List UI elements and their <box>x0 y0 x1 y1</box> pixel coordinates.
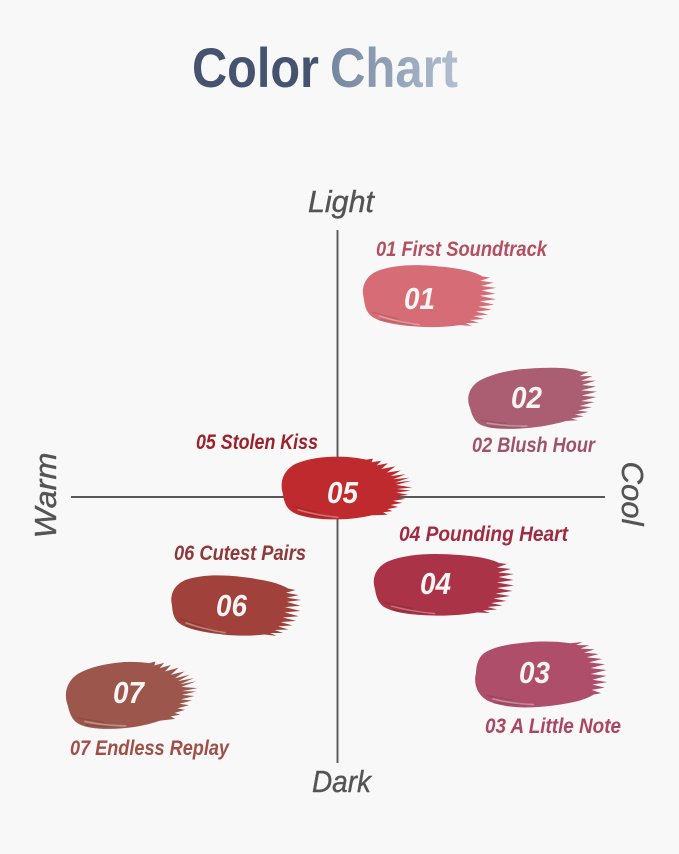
svg-text:Warm: Warm <box>28 453 63 539</box>
svg-text:07: 07 <box>113 675 146 710</box>
svg-text:07 Endless Replay: 07 Endless Replay <box>70 737 230 760</box>
svg-text:Dark: Dark <box>312 764 372 799</box>
svg-text:01: 01 <box>404 281 435 316</box>
svg-text:05 Stolen Kiss: 05 Stolen Kiss <box>196 431 318 454</box>
svg-text:04 Pounding Heart: 04 Pounding Heart <box>399 523 569 546</box>
svg-text:03: 03 <box>519 655 550 690</box>
svg-text:02: 02 <box>511 380 542 415</box>
svg-text:06: 06 <box>216 588 248 623</box>
svg-text:01 First Soundtrack: 01 First Soundtrack <box>376 238 548 261</box>
svg-text:06 Cutest Pairs: 06 Cutest Pairs <box>174 542 306 565</box>
svg-text:05: 05 <box>327 475 359 510</box>
svg-text:Color: Color <box>192 36 319 99</box>
svg-text:04: 04 <box>420 566 451 601</box>
svg-text:Light: Light <box>308 184 375 219</box>
svg-text:03 A Little Note: 03 A Little Note <box>485 715 621 738</box>
svg-text:02 Blush Hour: 02 Blush Hour <box>472 434 597 457</box>
svg-text:Cool: Cool <box>615 462 650 527</box>
svg-text:Chart: Chart <box>330 36 458 99</box>
